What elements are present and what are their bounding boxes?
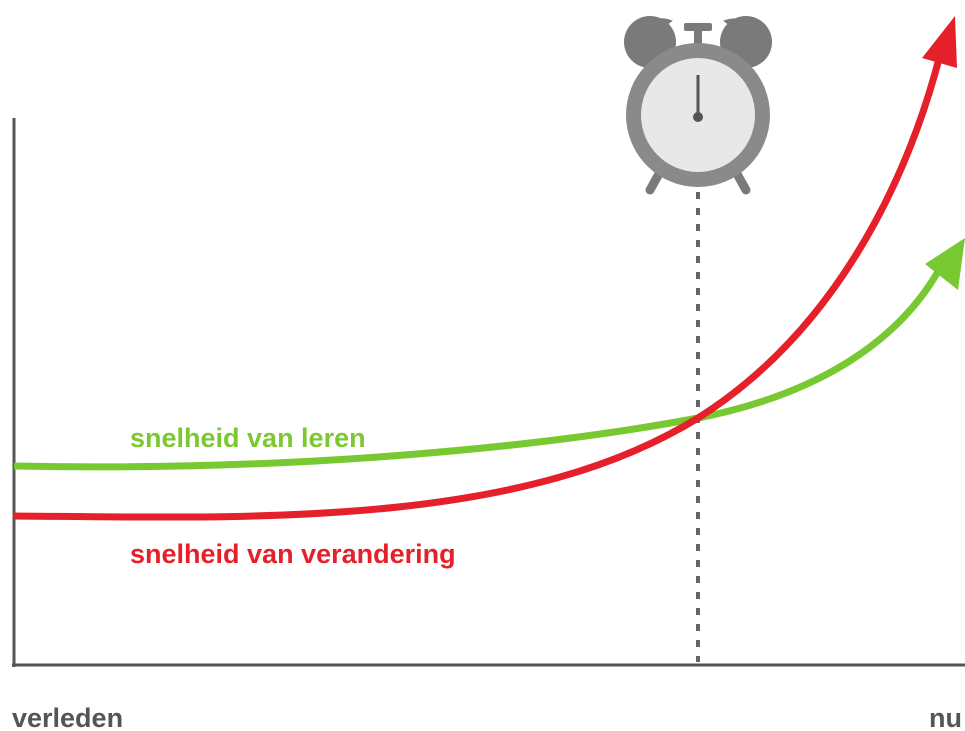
learning-label: snelheid van leren — [130, 423, 366, 453]
axis-end-label: nu — [929, 703, 962, 731]
change-label: snelheid van verandering — [130, 539, 456, 569]
learning-curve — [13, 266, 944, 471]
alarm-clock — [624, 16, 772, 195]
learning-arrowhead — [925, 238, 965, 290]
change-curve — [13, 54, 944, 521]
axis-start-label: verleden — [12, 703, 123, 731]
change-arrowhead — [922, 16, 957, 68]
